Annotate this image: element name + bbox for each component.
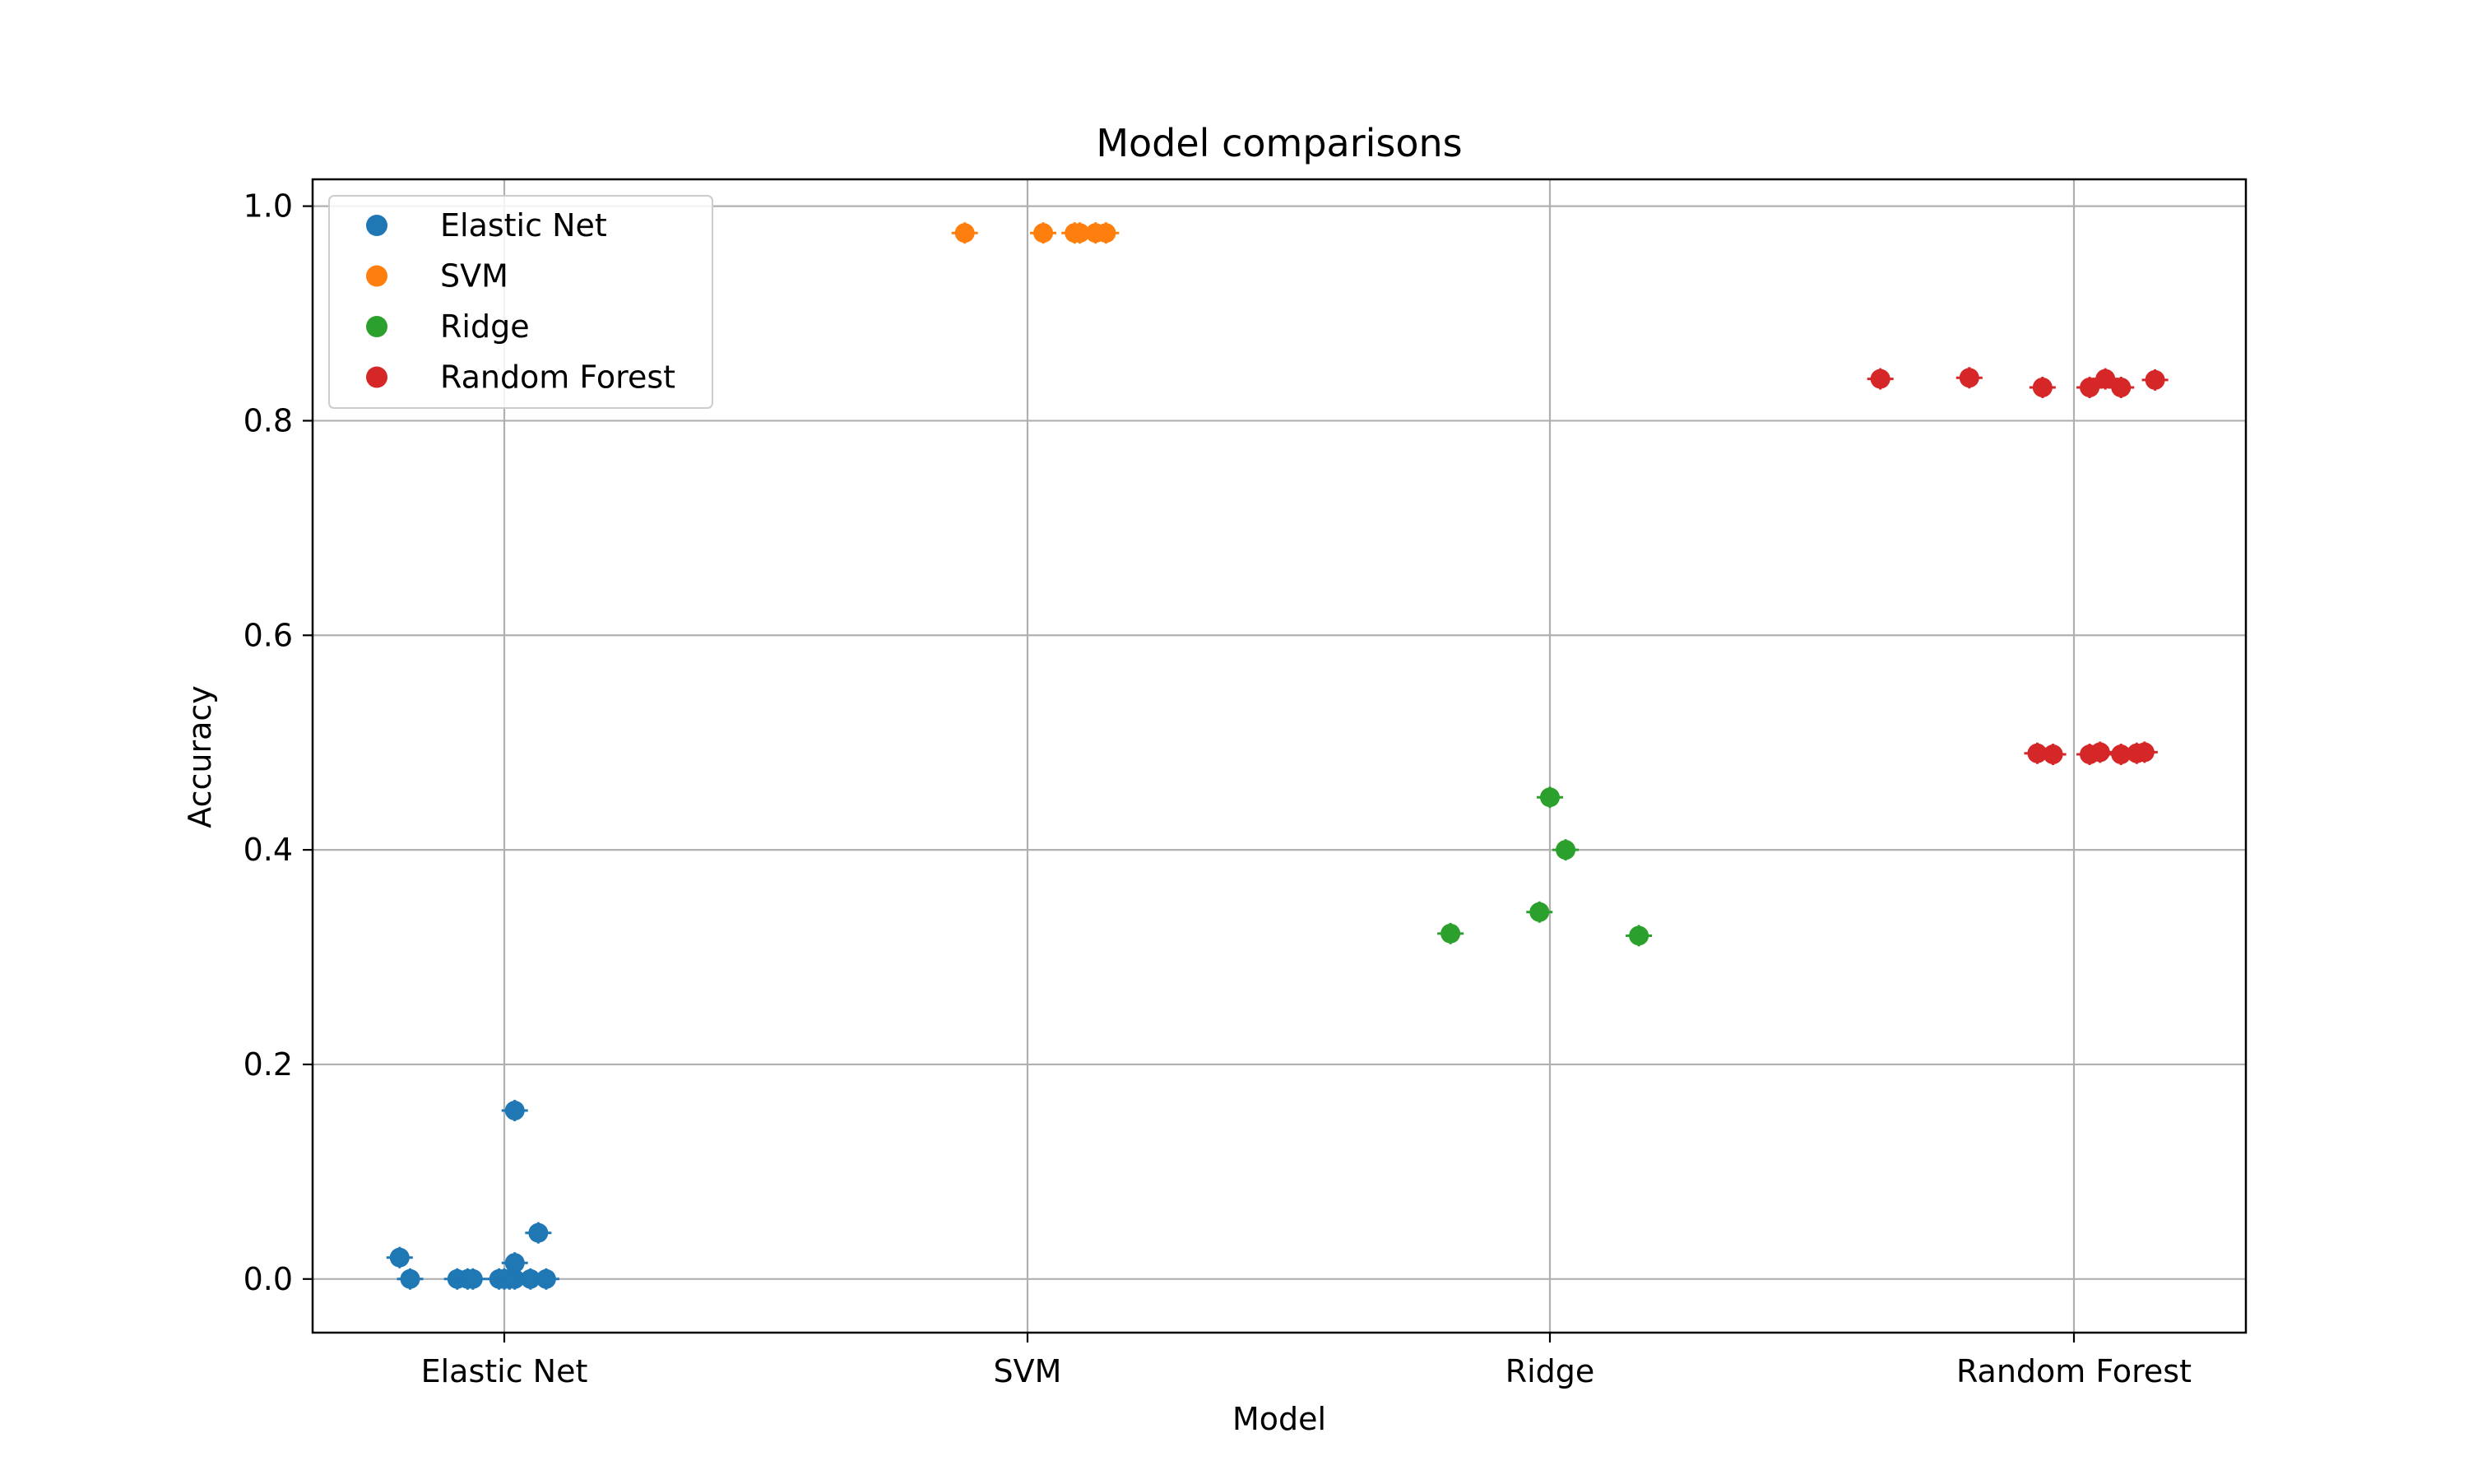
legend-box bbox=[328, 195, 713, 409]
y-tick-label: 1.0 bbox=[244, 188, 293, 225]
data-point bbox=[1529, 902, 1550, 922]
data-point bbox=[528, 1222, 549, 1243]
data-point bbox=[536, 1268, 556, 1289]
x-tick-label: Ridge bbox=[1505, 1353, 1595, 1389]
ticks-layer: 0.0 0.2 0.4 0.6 0.8 1.0 Elastic Net SVM Ridge Ran… bbox=[244, 188, 2192, 1389]
legend-marker bbox=[366, 215, 387, 236]
data-point bbox=[462, 1268, 483, 1289]
x-tick-label: SVM bbox=[994, 1353, 1062, 1389]
data-point bbox=[1540, 787, 1560, 808]
series-random-forest bbox=[1867, 367, 2169, 766]
legend-marker bbox=[366, 366, 387, 388]
data-point bbox=[400, 1268, 420, 1289]
legend-label: SVM bbox=[440, 258, 508, 294]
legend-marker bbox=[366, 316, 387, 337]
x-tick-label: Random Forest bbox=[1956, 1353, 2192, 1389]
data-point bbox=[954, 223, 975, 243]
y-tick-label: 0.4 bbox=[244, 832, 293, 868]
series-svm bbox=[951, 222, 1120, 244]
legend-label: Random Forest bbox=[440, 359, 675, 396]
legend-label: Ridge bbox=[440, 308, 530, 345]
points-layer bbox=[386, 222, 2169, 1290]
data-point bbox=[1556, 840, 1576, 860]
data-point bbox=[389, 1247, 410, 1268]
data-point bbox=[504, 1253, 525, 1273]
y-tick-label: 0.6 bbox=[244, 617, 293, 653]
data-point bbox=[504, 1101, 525, 1121]
data-point bbox=[2095, 369, 2116, 389]
y-axis-label: Accuracy bbox=[182, 685, 218, 828]
data-point bbox=[504, 1268, 525, 1289]
legend-label: Elastic Net bbox=[440, 207, 607, 243]
legend: Elastic Net SVM Ridge Random Forest bbox=[328, 195, 713, 409]
plot-frame bbox=[311, 178, 2248, 1334]
y-tick-label: 0.8 bbox=[244, 402, 293, 438]
data-point bbox=[2080, 378, 2100, 398]
data-point bbox=[1629, 925, 1649, 946]
data-point bbox=[520, 1268, 540, 1289]
data-point bbox=[1069, 223, 1090, 243]
data-point bbox=[2090, 742, 2110, 763]
data-point bbox=[2134, 742, 2155, 763]
series-elastic-net bbox=[386, 1100, 559, 1290]
data-point bbox=[2111, 744, 2132, 765]
data-point bbox=[2111, 378, 2132, 398]
data-point bbox=[2145, 369, 2165, 390]
y-tick-label: 0.2 bbox=[244, 1046, 293, 1083]
data-point bbox=[1870, 369, 1890, 389]
data-point bbox=[1096, 223, 1116, 243]
x-axis-label: Model bbox=[1232, 1401, 1326, 1437]
data-point bbox=[2043, 744, 2063, 765]
chart-title: Model comparisons bbox=[1096, 121, 1462, 165]
data-point bbox=[2032, 378, 2053, 398]
legend-marker bbox=[366, 265, 387, 287]
y-tick-label: 0.0 bbox=[244, 1261, 293, 1297]
x-tick-label: Elastic Net bbox=[421, 1353, 588, 1389]
data-point bbox=[1440, 923, 1461, 944]
data-point bbox=[2027, 743, 2048, 763]
data-point bbox=[1033, 223, 1054, 243]
series-ridge bbox=[1437, 786, 1653, 947]
data-point bbox=[1959, 368, 1979, 388]
